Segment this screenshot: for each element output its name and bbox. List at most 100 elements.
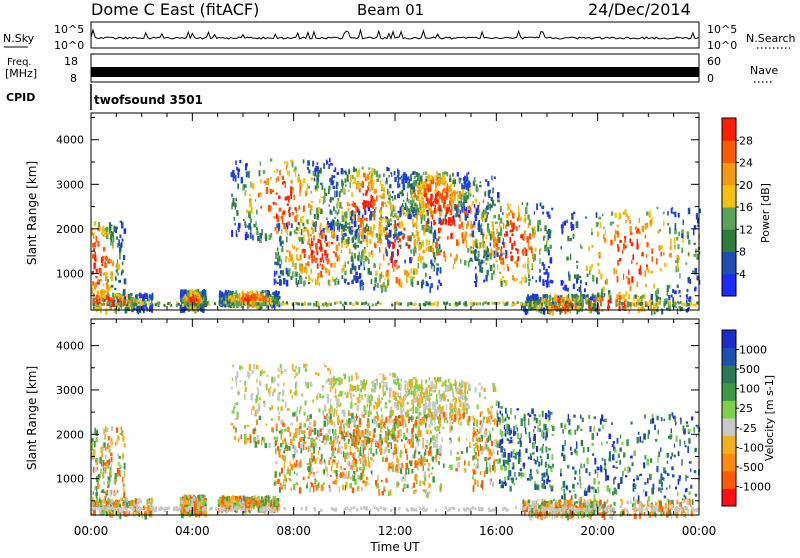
echo-cell [456, 254, 458, 259]
echo-cell [334, 302, 336, 305]
echo-cell [602, 425, 604, 430]
echo-cell [150, 305, 152, 308]
echo-cell [457, 172, 459, 177]
echo-cell [326, 160, 327, 165]
echo-cell [316, 280, 319, 285]
echo-cell [690, 300, 691, 302]
echo-cell [342, 186, 343, 189]
echo-cell [341, 170, 344, 175]
echo-cell [502, 242, 504, 245]
echo-cell [392, 261, 393, 268]
echo-cell [500, 249, 502, 255]
echo-cell [376, 171, 379, 178]
echo-cell [550, 280, 552, 283]
echo-cell [643, 433, 646, 439]
echo-cell [238, 169, 240, 172]
echo-cell [120, 221, 123, 223]
echo-cell [576, 261, 578, 263]
echo-cell [519, 281, 522, 283]
echo-cell [267, 302, 269, 305]
echo-cell [534, 426, 536, 428]
nsky-tick-top: 10^5 [54, 23, 84, 36]
echo-cell [434, 208, 436, 214]
echo-cell [245, 301, 247, 304]
colorbar-tick-label: 16 [739, 201, 753, 214]
echo-cell [105, 256, 107, 261]
echo-cell [546, 269, 548, 275]
velocity-data [91, 363, 700, 520]
echo-cell [119, 235, 121, 239]
echo-cell [236, 381, 237, 387]
echo-cell [289, 207, 291, 210]
echo-cell [328, 164, 330, 169]
echo-cell [364, 210, 366, 215]
echo-cell [522, 250, 524, 256]
echo-cell [576, 278, 578, 283]
echo-cell [98, 222, 100, 227]
echo-cell [545, 248, 547, 251]
echo-cell [522, 202, 523, 205]
echo-cell [108, 286, 110, 291]
echo-cell [338, 460, 339, 464]
echo-cell [423, 465, 424, 471]
echo-cell [351, 193, 353, 198]
echo-cell [208, 303, 210, 306]
echo-cell [397, 253, 398, 256]
echo-cell [415, 268, 418, 274]
echo-cell [282, 270, 285, 276]
echo-cell [379, 266, 381, 270]
echo-cell [624, 209, 626, 215]
echo-cell [413, 377, 415, 380]
echo-cell [409, 408, 412, 411]
echo-cell [620, 435, 621, 439]
echo-cell [323, 196, 325, 203]
echo-cell [497, 264, 498, 269]
echo-cell [412, 282, 414, 287]
echo-cell [275, 290, 277, 296]
echo-cell [646, 302, 648, 305]
echo-cell [637, 302, 639, 305]
echo-cell [573, 415, 576, 418]
echo-cell [92, 445, 94, 451]
echo-cell [413, 187, 415, 193]
echo-cell [94, 242, 96, 247]
echo-cell [502, 276, 504, 279]
echo-cell [630, 232, 633, 235]
echo-cell [111, 275, 114, 281]
echo-cell [402, 207, 404, 214]
echo-cell [423, 202, 424, 208]
echo-cell [518, 205, 519, 211]
echo-cell [308, 203, 311, 207]
echo-cell [341, 275, 343, 279]
echo-cell [690, 279, 691, 284]
echo-cell [466, 195, 468, 199]
echo-cell [285, 402, 287, 409]
echo-cell [234, 217, 235, 221]
echo-cell [275, 252, 277, 259]
echo-cell [546, 446, 548, 452]
echo-cell [279, 170, 281, 175]
echo-cell [270, 159, 272, 162]
echo-cell [616, 461, 618, 463]
echo-cell [446, 404, 448, 410]
echo-cell [414, 239, 416, 246]
echo-cell [566, 220, 568, 224]
echo-cell [391, 304, 393, 307]
echo-cell [345, 179, 347, 184]
echo-cell [482, 239, 484, 241]
echo-cell [319, 439, 321, 441]
echo-cell [289, 213, 291, 218]
echo-cell [365, 227, 366, 233]
echo-cell [497, 192, 500, 199]
echo-cell [442, 219, 444, 225]
echo-cell [291, 464, 294, 470]
echo-cell [343, 265, 345, 267]
echo-cell [425, 193, 427, 196]
echo-cell [562, 224, 563, 228]
echo-cell [330, 163, 333, 166]
colorbar-tick-label: 4 [739, 268, 746, 281]
echo-cell [470, 246, 472, 248]
echo-cell [614, 268, 616, 275]
echo-cell [447, 420, 449, 423]
echo-cell [373, 263, 375, 268]
